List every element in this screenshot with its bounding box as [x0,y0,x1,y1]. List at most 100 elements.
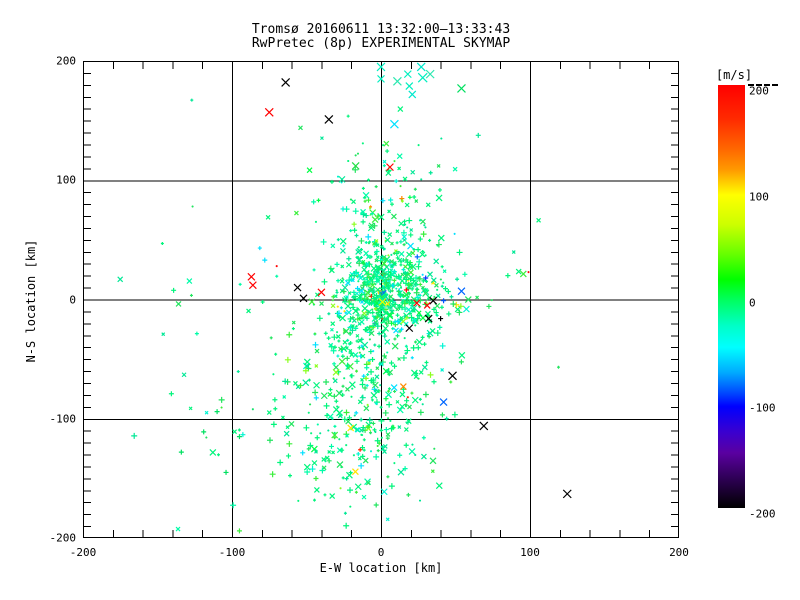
scatter-point [391,269,397,275]
scatter-point [457,84,466,93]
scatter-point [382,285,387,290]
scatter-point [456,249,463,256]
scatter-point [429,457,437,465]
scatter-point [333,431,336,434]
scatter-point [365,480,371,486]
scatter-point [444,416,449,421]
scatter-point [398,220,405,227]
scatter-point [433,258,440,265]
scatter-point [406,281,412,287]
scatter-point [427,271,433,278]
scatter-point [374,249,380,255]
scatter-point [366,403,369,406]
scatter-point [387,417,390,420]
scatter-point [340,448,345,453]
scatter-point [347,291,352,296]
scatter-point [397,291,404,298]
scatter-point [436,164,441,168]
scatter-point [338,175,346,183]
scatter-point [354,291,359,296]
scatter-point [272,373,275,376]
scatter-point [341,288,347,294]
scatter-point [247,272,256,281]
scatter-point [385,432,391,437]
scatter-point [354,297,359,302]
scatter-point [395,313,400,318]
scatter-point [378,313,386,321]
scatter-point [349,229,353,233]
scatter-point [379,362,382,365]
scatter-point [399,278,405,284]
scatter-point [407,404,412,410]
scatter-point [260,300,265,305]
scatter-point [367,358,371,362]
scatter-point [417,297,424,304]
scatter-point [408,232,414,238]
scatter-point [380,258,383,261]
scatter-point [424,254,427,257]
scatter-point [361,298,364,301]
scatter-point [421,285,425,290]
scatter-point [366,301,370,305]
scatter-point [178,449,184,455]
scatter-point [362,276,367,281]
scatter-point [307,442,314,449]
scatter-point [392,301,398,307]
scatter-point [282,395,287,399]
scatter-point [369,431,373,435]
scatter-point [319,301,324,306]
scatter-point [448,371,457,381]
scatter-point [160,242,164,246]
scatter-point [341,284,349,292]
scatter-point [285,425,290,430]
scatter-point [357,338,363,344]
scatter-point [414,199,419,203]
scatter-point [362,385,368,391]
scatter-point [362,327,368,333]
scatter-point [404,259,411,266]
scatter-point [380,259,388,267]
scatter-point [236,434,242,440]
scatter-point [363,250,370,257]
scatter-point [398,251,405,257]
scatter-point [415,345,421,351]
scatter-point [475,132,481,138]
scatter-point [188,406,193,411]
scatter-point [382,409,389,416]
scatter-point [328,267,335,274]
scatter-point [335,290,339,294]
colorbar-tick-label--200: -200 [749,507,776,521]
scatter-point [449,380,453,384]
scatter-point [362,280,367,285]
scatter-point [390,241,394,246]
scatter-point [382,444,388,449]
scatter-point [393,274,399,280]
scatter-point [410,356,414,360]
scatter-point [373,399,380,406]
scatter-point [371,308,374,311]
scatter-point [343,522,350,529]
scatter-point [313,381,320,389]
scatter-point [380,488,388,496]
scatter-point [223,469,229,475]
scatter-point [486,303,492,309]
scatter-point [464,296,472,303]
scatter-point [297,499,300,502]
velocity-colorbar [718,85,745,508]
scatter-point [302,379,310,387]
scatter-point [407,263,414,270]
scatter-point [353,414,356,417]
scatter-point [410,391,414,395]
scatter-point [439,412,445,418]
scatter-point [421,435,426,440]
scatter-point [423,302,431,309]
scatter-point [275,265,278,268]
scatter-point [349,327,356,334]
scatter-point [362,448,366,452]
scatter-point [378,417,385,424]
scatter-point [375,269,380,274]
scatter-point [349,331,352,334]
scatter-point [407,269,414,276]
scatter-point [377,344,382,349]
colorbar-tick-label-0: 0 [749,296,756,309]
